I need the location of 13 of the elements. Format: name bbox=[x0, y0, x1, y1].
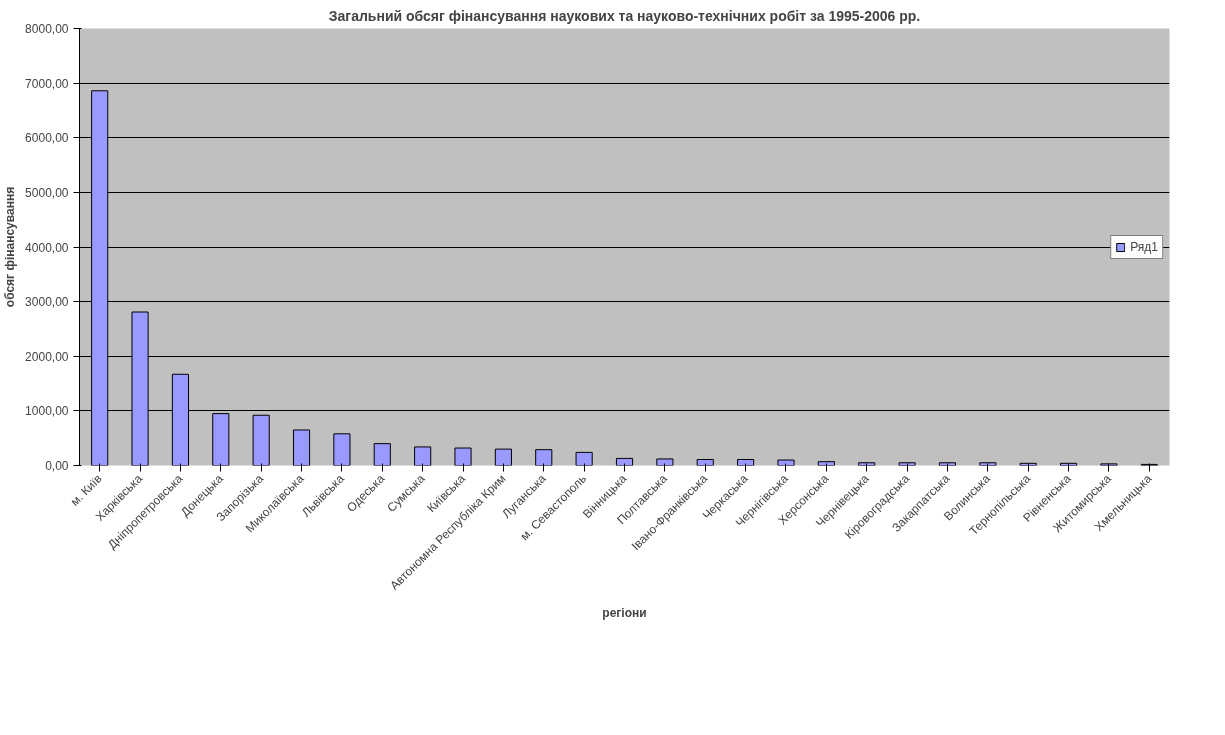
y-tick-label: 2000,00 bbox=[25, 349, 69, 364]
x-axis-title: регіони bbox=[602, 605, 647, 620]
y-tick-label: 6000,00 bbox=[25, 131, 69, 146]
y-tick-label: 0,00 bbox=[45, 459, 69, 473]
y-tick-label: 4000,00 bbox=[25, 240, 69, 255]
y-tick-label: 7000,00 bbox=[25, 76, 69, 91]
y-tick-label: 3000,00 bbox=[25, 295, 69, 310]
y-tick-label: 8000,00 bbox=[25, 22, 69, 36]
y-tick-label: 5000,00 bbox=[25, 185, 69, 200]
y-tick-label: 1000,00 bbox=[25, 404, 69, 419]
y-axis-title: обсяг фінансування bbox=[3, 186, 18, 308]
legend-label: Ряд1 bbox=[1130, 239, 1158, 254]
chart-title: Загальний обсяг фінансування наукових та науково-технічних робіт за 1995-2006 рр. bbox=[328, 7, 921, 24]
